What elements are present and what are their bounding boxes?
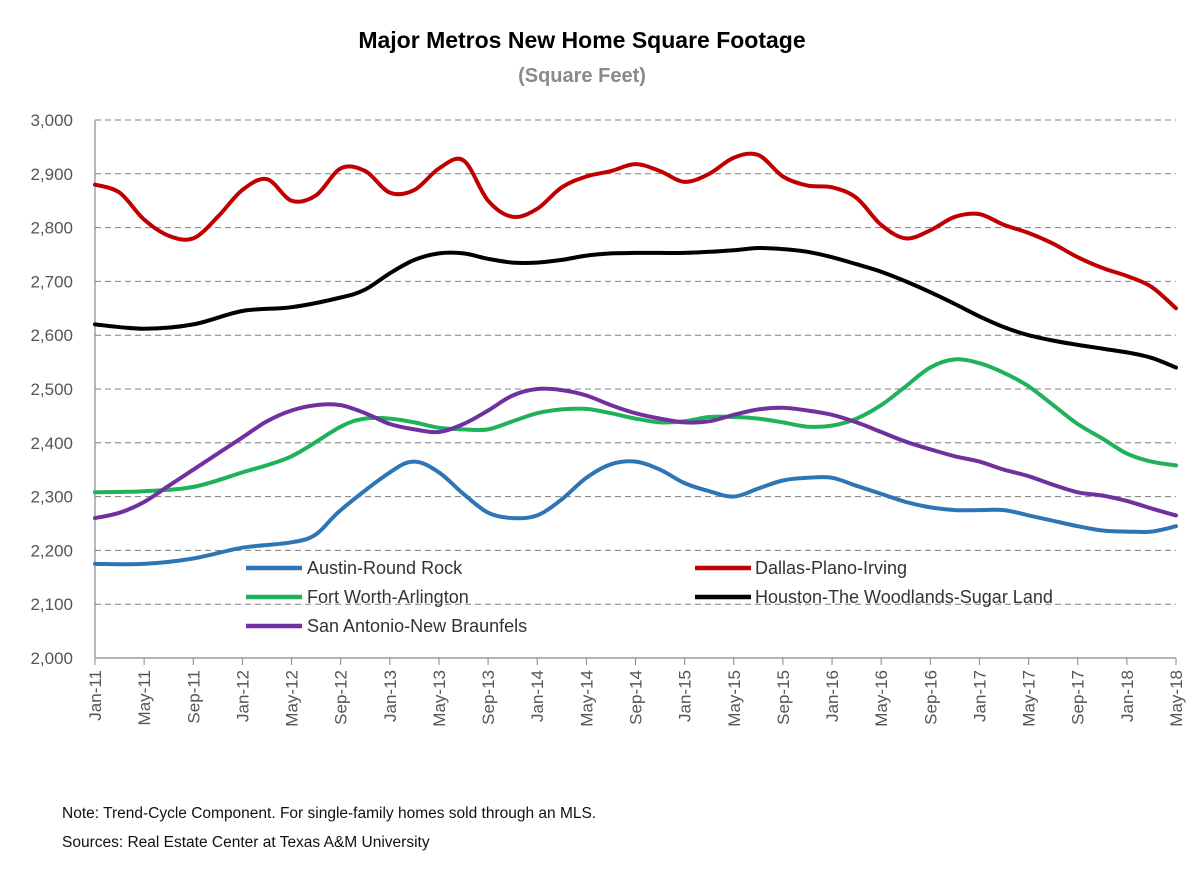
y-tick-label: 2,300 bbox=[30, 488, 73, 507]
x-tick-label: May-15 bbox=[725, 670, 744, 727]
x-tick-label: Jan-13 bbox=[381, 670, 400, 722]
x-tick-label: May-13 bbox=[430, 670, 449, 727]
y-tick-label: 2,800 bbox=[30, 219, 73, 238]
legend-label-austin: Austin-Round Rock bbox=[307, 558, 463, 578]
legend-label-sanantonio: San Antonio-New Braunfels bbox=[307, 616, 527, 636]
x-tick-label: Sep-15 bbox=[774, 670, 793, 725]
x-tick-label: Jan-12 bbox=[233, 670, 252, 722]
y-tick-label: 2,200 bbox=[30, 541, 73, 560]
series-line-austin-round-rock bbox=[93, 459, 1178, 567]
x-tick-label: May-11 bbox=[135, 670, 154, 725]
y-tick-label: 2,400 bbox=[30, 434, 73, 453]
series-line-dallas-plano-irving bbox=[93, 151, 1178, 311]
x-tick-label: Jan-18 bbox=[1118, 670, 1137, 722]
legend-label-dallas: Dallas-Plano-Irving bbox=[755, 558, 907, 578]
x-tick-label: Sep-16 bbox=[921, 670, 940, 725]
x-tick-label: Jan-16 bbox=[823, 670, 842, 722]
x-axis-ticks: Jan-11 May-11 Sep-11 Jan-12 May-12 Sep-12 Jan-… bbox=[86, 658, 1186, 727]
x-tick-label: May-12 bbox=[283, 670, 302, 727]
x-tick-label: May-16 bbox=[872, 670, 891, 727]
gridlines bbox=[95, 119, 1176, 605]
series-line-houston-the-woodlands-sugar-land bbox=[93, 245, 1178, 370]
x-tick-label: Jan-14 bbox=[528, 670, 547, 722]
y-tick-label: 2,000 bbox=[30, 649, 73, 668]
legend: Austin-Round Rock Dallas-Plano-Irving Fo… bbox=[246, 558, 1053, 636]
x-tick-label: Jan-17 bbox=[970, 670, 989, 722]
series-line-san-antonio-new-braunfels bbox=[93, 386, 1178, 521]
series-lines bbox=[93, 151, 1178, 567]
chart-title: Major Metros New Home Square Footage bbox=[358, 27, 805, 53]
x-tick-label: Sep-11 bbox=[184, 670, 203, 724]
x-tick-label: Sep-14 bbox=[627, 670, 646, 725]
x-tick-label: Jan-11 bbox=[86, 670, 105, 721]
x-tick-label: Sep-17 bbox=[1069, 670, 1088, 725]
y-tick-label: 2,700 bbox=[30, 272, 73, 291]
legend-label-houston: Houston-The Woodlands-Sugar Land bbox=[755, 587, 1053, 607]
x-tick-label: May-14 bbox=[577, 670, 596, 727]
y-tick-label: 2,500 bbox=[30, 380, 73, 399]
chart-subtitle: (Square Feet) bbox=[518, 65, 646, 87]
x-tick-label: Sep-12 bbox=[332, 670, 351, 725]
legend-label-fortworth: Fort Worth-Arlington bbox=[307, 587, 469, 607]
x-tick-label: Jan-15 bbox=[676, 670, 695, 722]
x-tick-label: May-18 bbox=[1167, 670, 1186, 727]
y-axis-ticks: 2,000 2,100 2,200 2,300 2,400 2,500 2,600 2,700… bbox=[30, 111, 73, 668]
y-tick-label: 3,000 bbox=[30, 111, 73, 130]
y-tick-label: 2,600 bbox=[30, 326, 73, 345]
y-tick-label: 2,100 bbox=[30, 595, 73, 614]
footnote-note: Note: Trend-Cycle Component. For single-… bbox=[62, 805, 596, 822]
y-tick-label: 2,900 bbox=[30, 165, 73, 184]
x-tick-label: Sep-13 bbox=[479, 670, 498, 725]
x-tick-label: May-17 bbox=[1020, 670, 1039, 727]
footnote-sources: Sources: Real Estate Center at Texas A&M… bbox=[62, 834, 430, 851]
